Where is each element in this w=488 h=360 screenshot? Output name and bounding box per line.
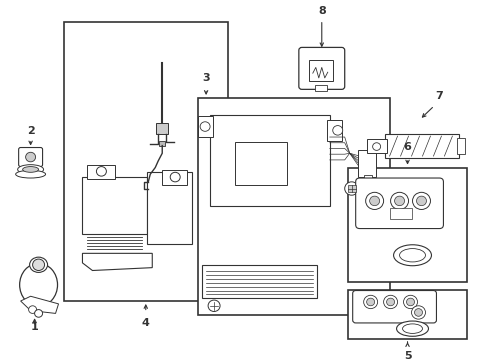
Bar: [384, 134, 458, 158]
Text: 6: 6: [403, 142, 410, 152]
Bar: [366, 139, 386, 153]
Bar: [357, 150, 375, 177]
Bar: [210, 115, 329, 206]
Circle shape: [412, 192, 429, 210]
Circle shape: [365, 192, 383, 210]
Circle shape: [363, 295, 377, 309]
Bar: [347, 167, 467, 282]
Circle shape: [383, 295, 397, 309]
Circle shape: [394, 196, 404, 206]
Ellipse shape: [402, 324, 422, 333]
Circle shape: [390, 192, 407, 210]
Bar: [82, 177, 147, 234]
Circle shape: [406, 298, 414, 306]
Circle shape: [33, 259, 44, 270]
Bar: [308, 60, 332, 81]
Ellipse shape: [399, 248, 425, 262]
Bar: [363, 175, 371, 185]
Ellipse shape: [396, 321, 427, 336]
FancyBboxPatch shape: [352, 291, 436, 323]
Circle shape: [96, 167, 106, 176]
Circle shape: [416, 196, 426, 206]
Circle shape: [208, 300, 220, 311]
Text: 3: 3: [202, 73, 209, 83]
Text: 7: 7: [435, 91, 443, 101]
Ellipse shape: [30, 257, 47, 273]
Text: 5: 5: [403, 351, 410, 360]
Bar: [198, 116, 213, 137]
Bar: [456, 138, 465, 154]
Text: 1: 1: [31, 323, 39, 333]
Bar: [63, 22, 227, 301]
Circle shape: [369, 196, 379, 206]
Bar: [347, 185, 355, 192]
Circle shape: [372, 143, 380, 150]
Text: 8: 8: [317, 6, 325, 16]
Bar: [87, 165, 115, 179]
Ellipse shape: [20, 264, 58, 306]
Circle shape: [35, 310, 42, 317]
Polygon shape: [20, 296, 59, 314]
FancyBboxPatch shape: [355, 178, 443, 229]
Polygon shape: [82, 253, 152, 270]
Circle shape: [411, 306, 425, 319]
Bar: [162, 170, 187, 185]
Bar: [198, 98, 389, 315]
Ellipse shape: [393, 245, 430, 266]
Circle shape: [386, 298, 394, 306]
FancyBboxPatch shape: [298, 48, 344, 89]
Circle shape: [25, 152, 36, 162]
Ellipse shape: [16, 170, 45, 178]
Circle shape: [414, 309, 422, 316]
Circle shape: [200, 122, 210, 131]
Circle shape: [29, 306, 37, 314]
Bar: [314, 85, 326, 91]
Bar: [159, 141, 165, 145]
Bar: [347, 289, 467, 339]
Circle shape: [344, 182, 358, 195]
Circle shape: [332, 126, 342, 135]
Bar: [202, 265, 316, 298]
Circle shape: [170, 172, 180, 182]
Ellipse shape: [18, 165, 43, 174]
Bar: [147, 172, 192, 244]
Circle shape: [366, 298, 374, 306]
Circle shape: [403, 295, 417, 309]
Bar: [82, 177, 147, 234]
Ellipse shape: [22, 167, 39, 172]
Bar: [389, 208, 411, 219]
Text: 2: 2: [27, 126, 35, 136]
Bar: [326, 120, 341, 141]
Bar: [235, 142, 286, 185]
Bar: [156, 123, 168, 134]
FancyBboxPatch shape: [19, 148, 42, 167]
Text: 4: 4: [142, 318, 149, 328]
